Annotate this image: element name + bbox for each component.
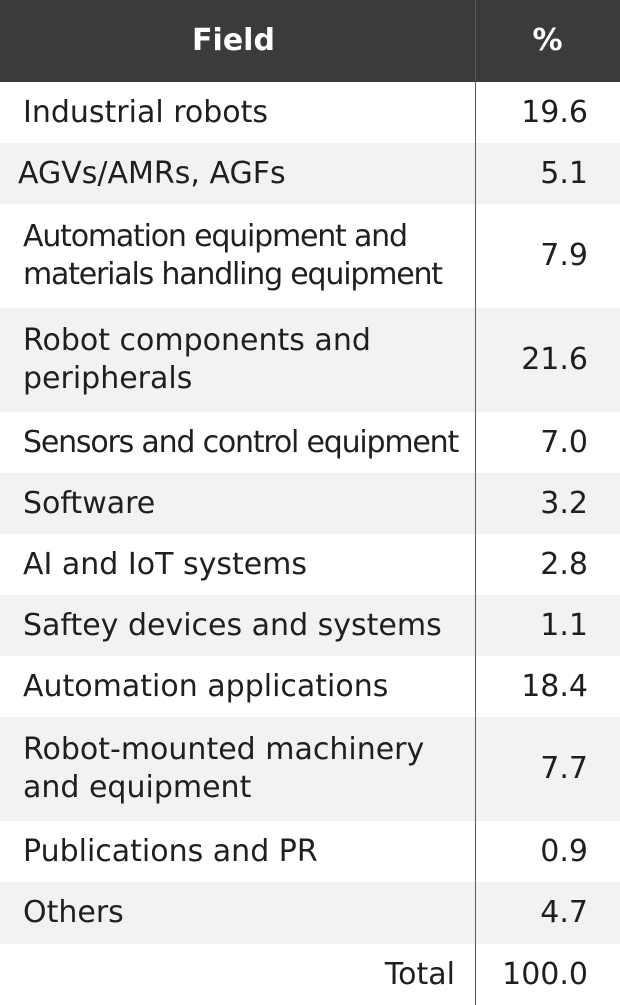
table-row: Industrial robots 19.6 <box>0 82 620 143</box>
percent-cell: 3.2 <box>540 485 588 521</box>
table-row: Others 4.7 <box>0 882 620 944</box>
table-row: Sensors and control equipment 7.0 <box>0 412 620 473</box>
percent-cell: 5.1 <box>540 155 588 191</box>
field-cell: Others <box>23 895 124 930</box>
percent-cell: 1.1 <box>540 607 588 643</box>
percent-cell: 7.0 <box>540 424 588 460</box>
field-cell: Automation applications <box>23 668 389 704</box>
field-cell: Publications and PR <box>23 833 318 869</box>
field-cell: AI and IoT systems <box>23 546 308 582</box>
table-row: Software 3.2 <box>0 473 620 534</box>
table-row: AGVs/AMRs, AGFs 5.1 <box>0 143 620 204</box>
table-row: Robot-mounted machinery and equipment 7.… <box>0 717 620 821</box>
table-row: Robot components and peripherals 21.6 <box>0 308 620 412</box>
field-cell: AGVs/AMRs, AGFs <box>18 155 286 191</box>
column-header-field: Field <box>192 23 275 58</box>
percent-cell: 7.7 <box>540 751 588 786</box>
field-cell: Robot-mounted machinery and equipment <box>23 732 425 805</box>
total-label: Total <box>384 956 455 992</box>
field-cell: Sensors and control equipment <box>23 424 459 460</box>
percent-cell: 7.9 <box>540 238 588 273</box>
column-header-percent: % <box>532 23 563 58</box>
field-cell: Automation equipment and materials handl… <box>23 219 443 292</box>
percent-cell: 18.4 <box>521 668 588 704</box>
field-cell: Saftey devices and systems <box>23 607 442 643</box>
total-value: 100.0 <box>502 956 588 992</box>
percent-cell: 0.9 <box>540 833 588 869</box>
field-cell: Software <box>23 485 156 521</box>
table-row: Saftey devices and systems 1.1 <box>0 595 620 656</box>
column-divider <box>475 0 476 1005</box>
percent-cell: 21.6 <box>521 342 588 377</box>
field-cell: Industrial robots <box>23 94 269 130</box>
table-row: Automation applications 18.4 <box>0 656 620 717</box>
percent-cell: 2.8 <box>540 546 588 582</box>
table-header-row: Field % <box>0 0 620 82</box>
percent-cell: 4.7 <box>540 895 588 930</box>
table-row: AI and IoT systems 2.8 <box>0 534 620 595</box>
field-cell: Robot components and peripherals <box>23 323 371 396</box>
percent-cell: 19.6 <box>521 94 588 130</box>
table-row: Automation equipment and materials handl… <box>0 204 620 308</box>
table-row: Publications and PR 0.9 <box>0 821 620 882</box>
total-row: Total 100.0 <box>0 944 620 1005</box>
